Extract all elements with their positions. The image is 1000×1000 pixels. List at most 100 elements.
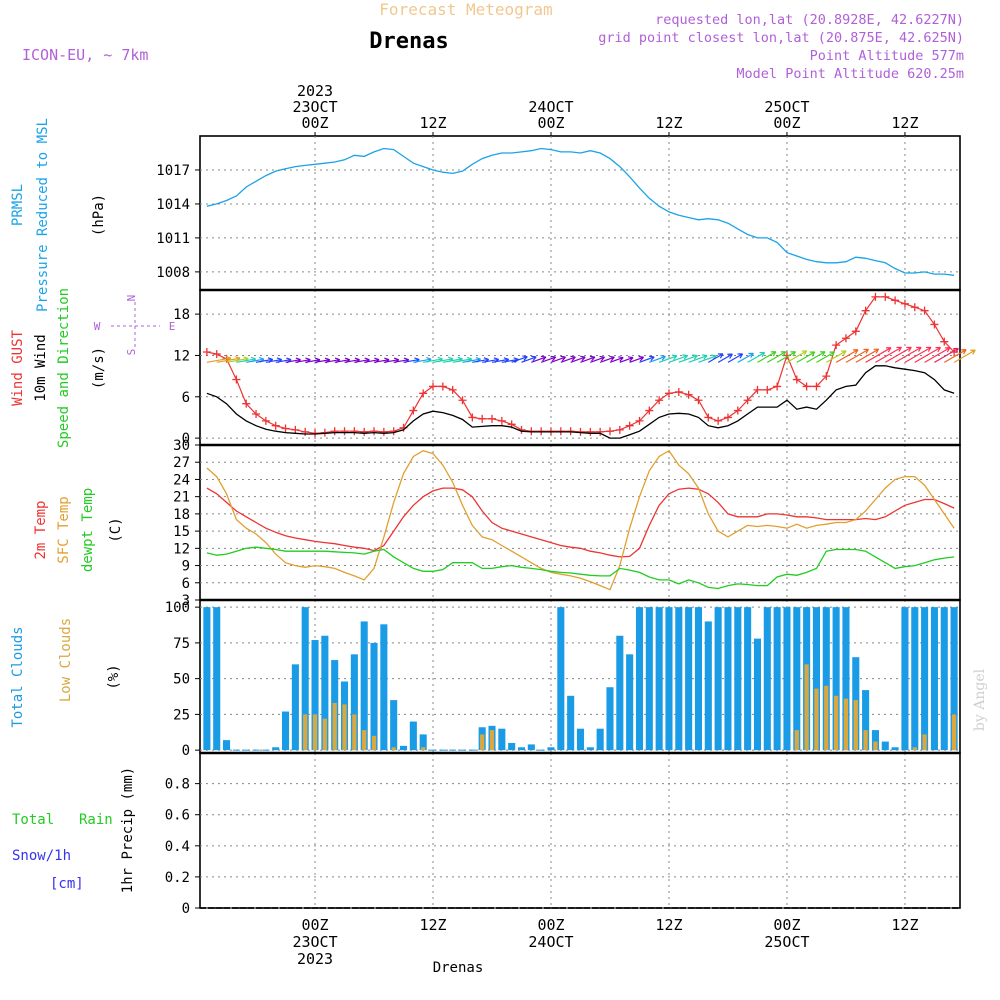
total-cloud-bar [557,607,565,751]
wind-arrow-head [682,354,688,360]
total-cloud-bar [380,624,388,751]
wind-arrow [482,358,499,363]
low-cloud-bar [312,714,318,751]
wind-arrow [442,358,463,363]
gust-marker [861,306,870,315]
total-cloud-bar [272,747,280,751]
bottom-time-label: 25OCT [764,933,809,951]
panel-frame-4 [199,752,961,909]
wind-arrow [658,355,678,363]
wind-arrow [688,355,708,363]
wind-arrow-head [852,349,859,355]
gust-marker [714,416,723,425]
wind-arrow-head [599,355,605,362]
gust-line [206,296,955,434]
gust-marker [360,427,369,436]
low-cloud-bar [391,747,396,751]
wind-arrow [472,358,489,363]
wind-arrow [865,347,892,363]
total-cloud-bar [498,728,506,751]
model-altitude: Model Point Altitude 620.25m [736,66,964,82]
precip-unit: 1hr Precip (mm) [120,767,136,893]
wind-arrow [708,353,724,363]
wind-arrow [717,353,733,363]
y-tick-label: 3 [182,593,190,609]
wind-arrow [432,358,454,363]
credit-watermark: by Angel [972,668,988,731]
wind-arrow [462,358,481,363]
total-cloud-bar [350,654,358,751]
gust-marker [773,382,782,391]
gust-marker [281,424,290,433]
bottom-time-label: 24OCT [528,933,573,951]
wind-arrow [629,356,644,363]
wind-arrow [590,356,605,363]
y-tick-label: 0 [182,431,190,447]
dewpoint-label: dewpt Temp [80,488,96,572]
compass-south: S [125,349,138,356]
bottom-time-label: 2023 [297,950,333,968]
gust-marker [655,396,664,405]
wind-dir-label: Speed and Direction [56,288,72,448]
total-cloud-bar [213,607,221,751]
wind-arrow [334,359,350,363]
low-cloud-bar [843,698,849,751]
total-cloud-bar [567,695,575,751]
y-tick-label: 15 [173,524,190,540]
total-cloud-bar [321,635,329,751]
wind-arrow [825,350,847,363]
low-cloud-bar [421,747,426,751]
wind-arrow [580,356,596,363]
wind-arrow [246,358,265,363]
snow-label: Snow/1h [12,848,71,864]
total-cloud-bar [891,747,899,751]
wind-arrow [560,356,576,363]
y-tick-label: 0.8 [165,777,190,793]
wind-arrow [216,357,241,363]
wind-arrow [609,356,624,363]
wind-arrow [305,359,321,363]
y-tick-label: 12 [173,348,190,364]
compass-rose: N S W E [94,295,176,356]
wind-arrow-head [790,351,797,357]
low-cloud-bar [352,714,357,751]
gust-marker [694,396,703,405]
precip-panel-labels: Total Rain Snow/1h [cm] 1hr Precip (mm) [12,767,136,893]
gust-marker [704,413,713,422]
wind-arrow [953,349,976,363]
wind-arrow [835,349,859,363]
wind-arrow-head [829,351,835,357]
total-cloud-bar [576,728,585,751]
top-time-label: 2023 [297,82,333,100]
low-cloud-bar [332,702,337,751]
point-altitude: Point Altitude 577m [810,48,964,64]
wind-arrow-head [770,351,777,357]
cloud-unit: (%) [106,664,122,689]
pressure-line [206,147,955,276]
wind-arrow-head [896,346,902,352]
grid-point-coords: grid point closest lon,lat (20.875E, 42.… [598,30,964,46]
total-cloud-bar [281,711,290,751]
wind-arrow [884,346,912,363]
total-cloud-bar [940,607,948,751]
temp2m-label: 2m Temp [33,500,49,559]
wind-arrow [599,356,615,363]
wind-arrow [806,351,826,363]
wind-arrow [786,350,808,363]
gust-marker [232,375,241,384]
total-cloud-bar [606,687,614,751]
low-cloud-bar [342,704,347,751]
compass-east: E [169,320,176,333]
wind-arrow-head [916,346,922,352]
total-cloud-bar [753,638,762,751]
gust-label: Wind GUST [10,330,26,406]
y-tick-label: 1008 [156,265,190,281]
compass-west: W [94,320,101,333]
y-tick-label: 0 [182,743,190,759]
top-time-label: 25OCT [764,98,809,116]
total-cloud-bar [694,607,703,751]
wind-arrow-head [649,355,655,362]
total-cloud-bar [714,607,722,751]
wind-arrow [285,359,301,363]
total-cloud-bar [311,640,319,751]
